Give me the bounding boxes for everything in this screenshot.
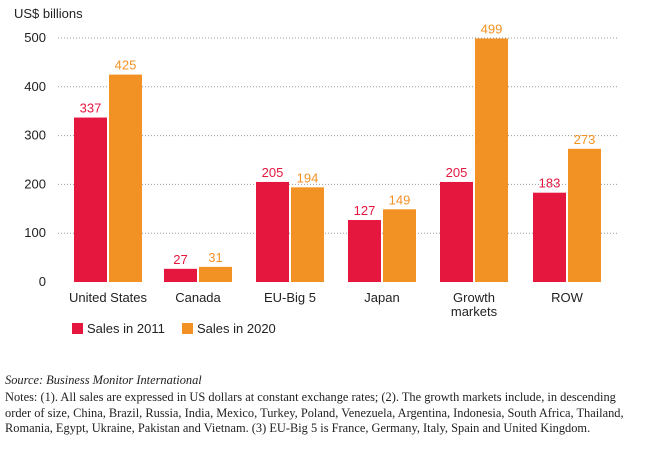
bar-value-label: 183 bbox=[539, 176, 561, 191]
x-axis-labels: United States Canada EU-Big 5 Japan Growthma… bbox=[69, 290, 584, 319]
bar-2011 bbox=[256, 181, 289, 282]
bar-2011 bbox=[348, 220, 381, 282]
bar-2020 bbox=[475, 38, 508, 282]
bar-2011 bbox=[164, 268, 197, 282]
legend-label: Sales in 2011 bbox=[87, 321, 165, 336]
bar-2020 bbox=[199, 266, 232, 282]
y-unit-label: US$ billions bbox=[14, 6, 83, 21]
y-tick-label: 300 bbox=[24, 128, 46, 143]
x-tick-label: Growth bbox=[453, 290, 495, 305]
y-axis-ticks: 0 100 200 300 400 500 bbox=[24, 30, 46, 289]
x-tick-label: EU-Big 5 bbox=[264, 290, 316, 305]
chart-footer: Source: Business Monitor International N… bbox=[5, 373, 645, 436]
bar-2011 bbox=[440, 181, 473, 282]
bar-2020 bbox=[109, 74, 142, 282]
bar-value-label: 205 bbox=[446, 165, 468, 180]
bar-2020 bbox=[291, 187, 324, 282]
bar-value-label: 205 bbox=[262, 165, 284, 180]
x-tick-label: ROW bbox=[551, 290, 584, 305]
x-tick-label: Canada bbox=[175, 290, 221, 305]
y-tick-label: 100 bbox=[24, 225, 46, 240]
y-tick-label: 0 bbox=[39, 274, 46, 289]
x-tick-label: United States bbox=[69, 290, 148, 305]
y-tick-label: 400 bbox=[24, 79, 46, 94]
bar-value-label: 499 bbox=[481, 21, 503, 36]
bar-value-label: 149 bbox=[389, 192, 411, 207]
bar-value-label: 194 bbox=[297, 170, 319, 185]
bars: 337 425 27 31 205 194 127 149 205 499 183 273 bbox=[74, 21, 601, 282]
bar-2020 bbox=[383, 209, 416, 282]
bar-2020 bbox=[568, 148, 601, 282]
legend-label: Sales in 2020 bbox=[197, 321, 276, 336]
legend-swatch bbox=[72, 323, 83, 334]
bar-2011 bbox=[533, 192, 566, 282]
legend: Sales in 2011 Sales in 2020 bbox=[72, 321, 276, 336]
bar-value-label: 31 bbox=[208, 250, 222, 265]
source-note: Source: Business Monitor International bbox=[5, 373, 202, 387]
notes-text: Notes: (1). All sales are expressed in U… bbox=[5, 390, 624, 435]
grid-lines bbox=[58, 37, 618, 234]
bar-value-label: 27 bbox=[173, 252, 187, 267]
bar-value-label: 337 bbox=[80, 101, 102, 116]
y-tick-label: 500 bbox=[24, 30, 46, 45]
y-tick-label: 200 bbox=[24, 176, 46, 191]
bar-value-label: 273 bbox=[574, 132, 596, 147]
x-tick-label: markets bbox=[451, 304, 498, 319]
bar-value-label: 425 bbox=[115, 58, 137, 73]
bar-2011 bbox=[74, 117, 107, 282]
bar-value-label: 127 bbox=[354, 203, 376, 218]
x-tick-label: Japan bbox=[364, 290, 399, 305]
legend-swatch bbox=[182, 323, 193, 334]
